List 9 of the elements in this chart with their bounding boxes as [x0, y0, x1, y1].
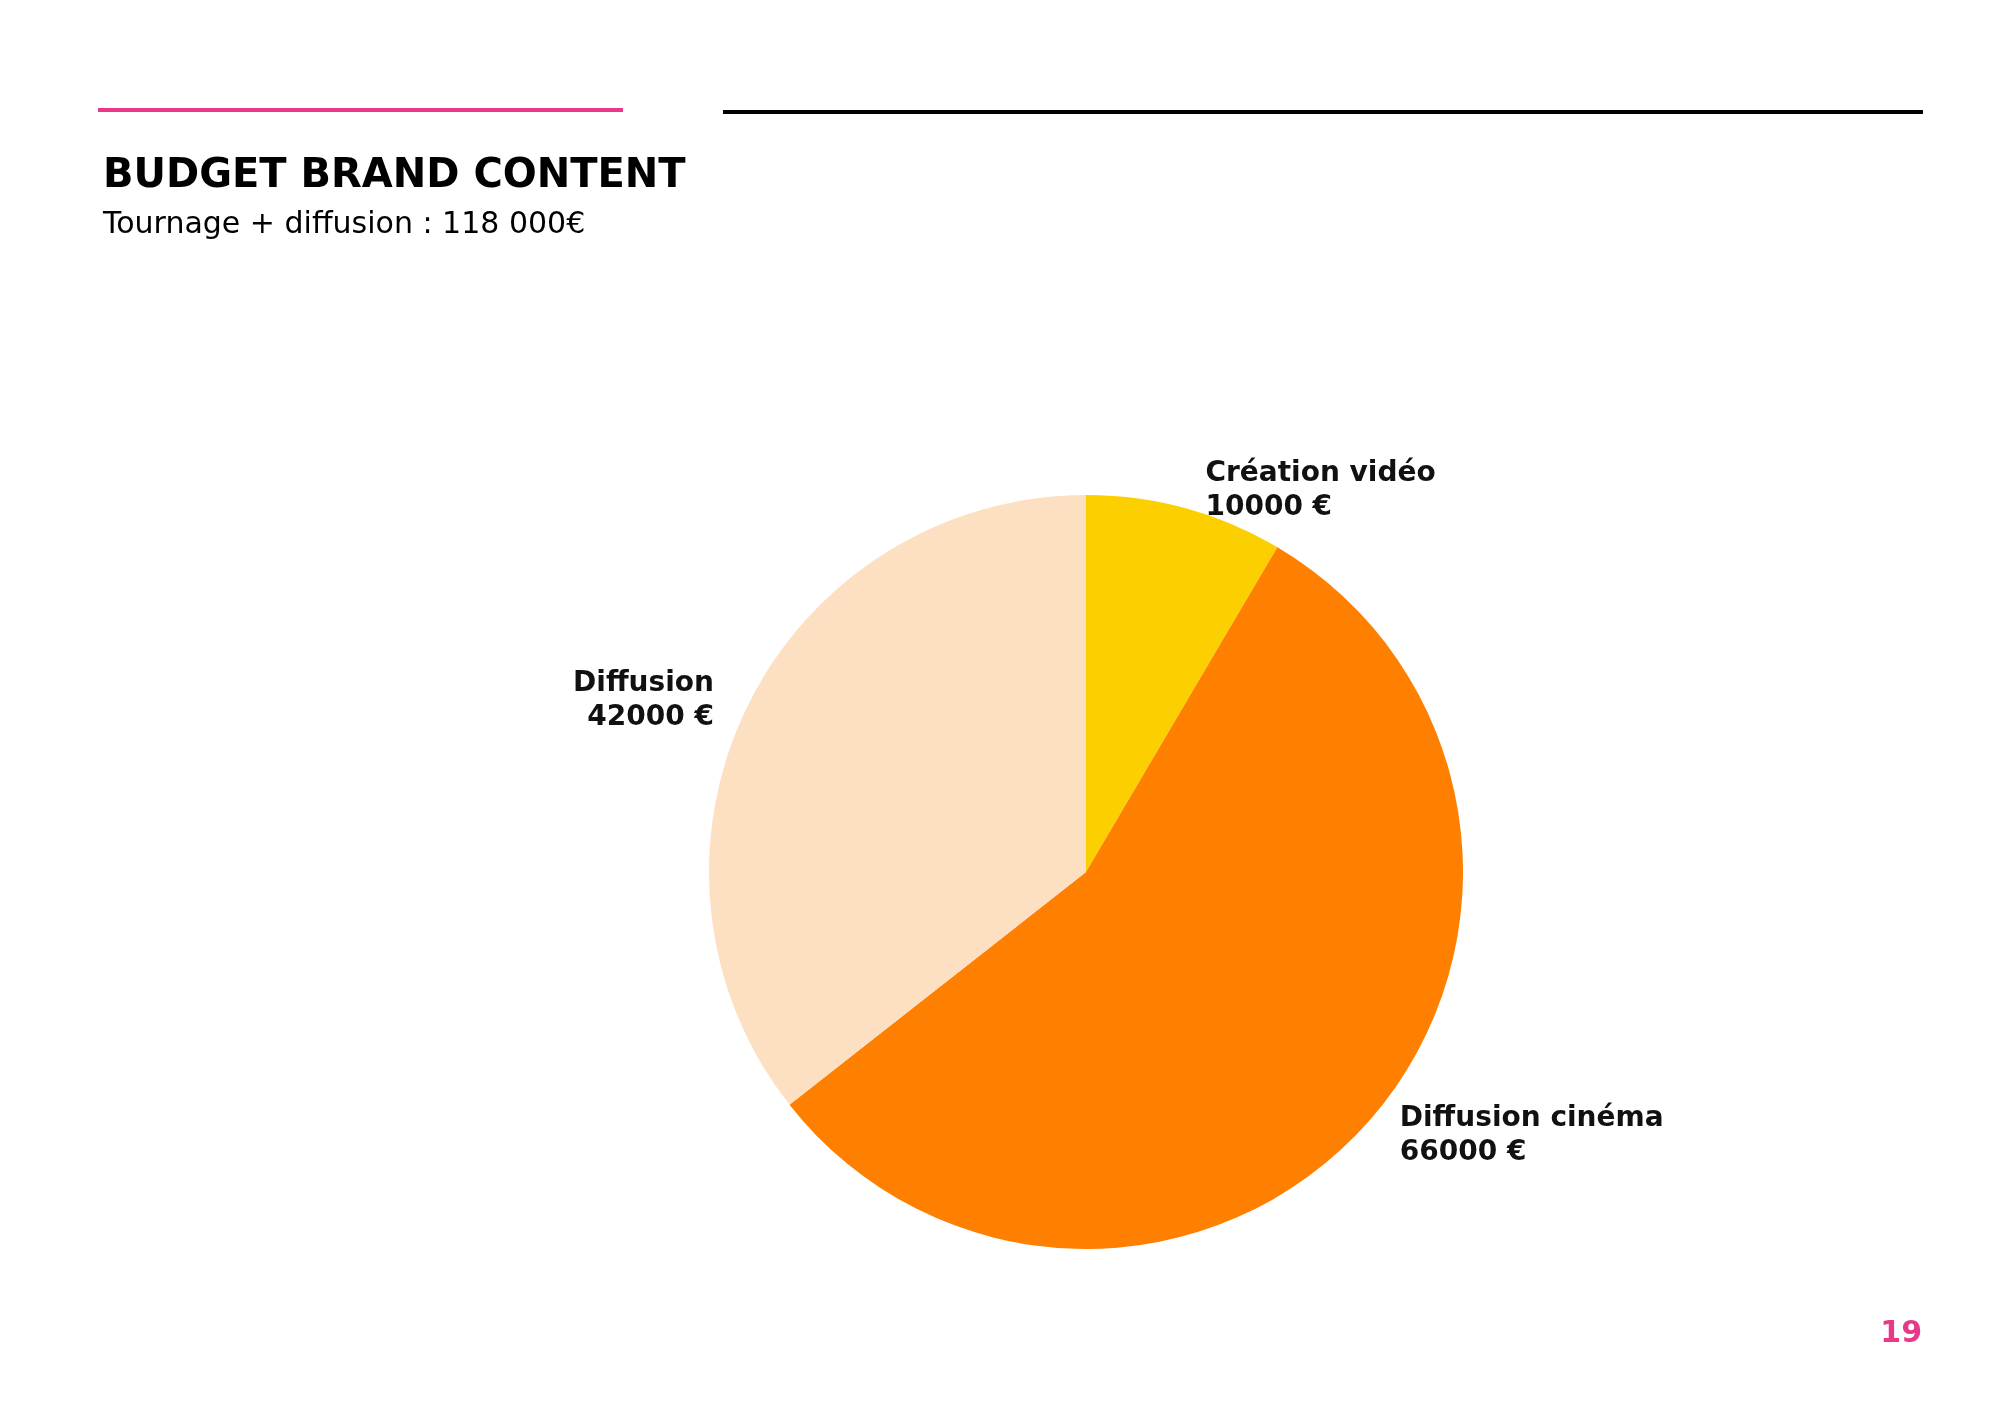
data-label: 42000 €	[587, 698, 714, 732]
slice-label: Création vidéo	[1205, 455, 1436, 489]
chart-title: BUDGET BRAND CONTENT	[103, 150, 687, 196]
data-label: 10000 €	[1205, 489, 1333, 523]
slice-label: Diffusion cinéma	[1399, 1099, 1664, 1133]
chart-subtitle: Tournage + diffusion : 118 000€	[102, 204, 586, 240]
data-label: 66000 €	[1399, 1133, 1527, 1167]
text: 19	[1880, 1313, 1922, 1349]
slice-label: Diffusion	[573, 664, 714, 698]
